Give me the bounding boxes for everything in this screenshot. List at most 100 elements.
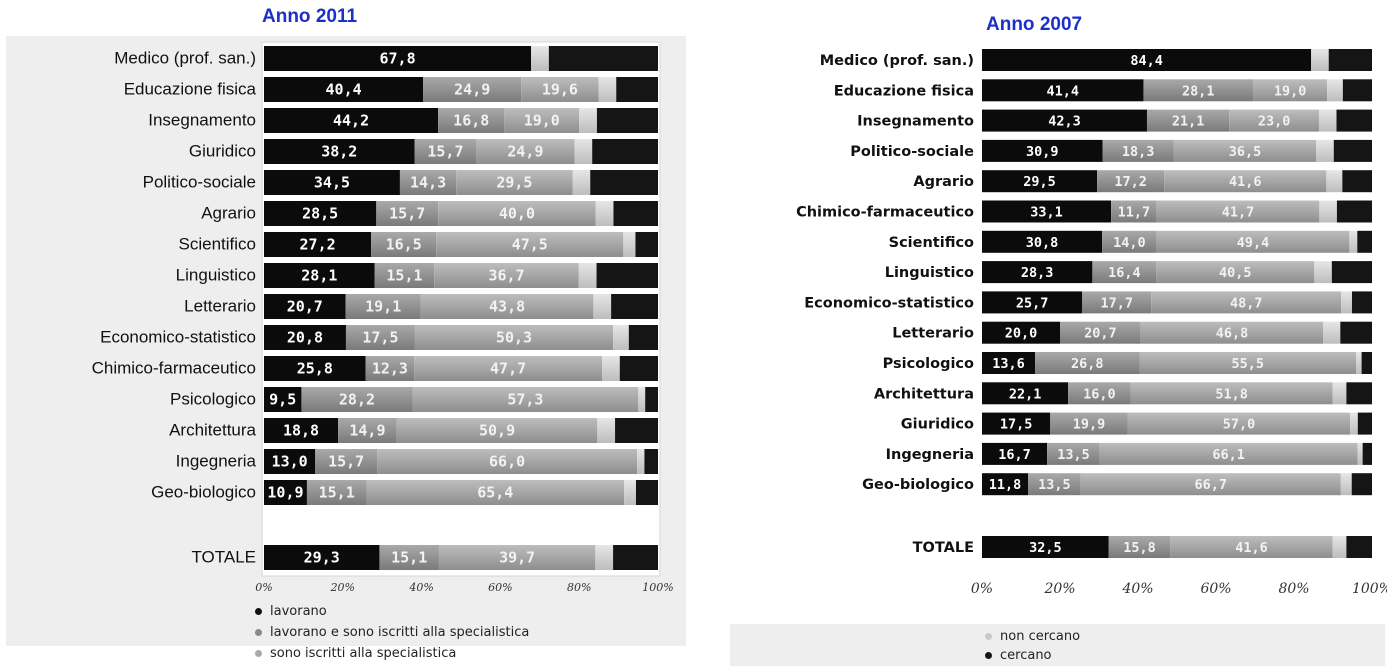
bar-segment-1 [399,170,457,195]
bar-segment-1 [1050,412,1128,435]
data-label: 16,4 [1108,265,1141,281]
bar-segment-cercano [592,139,658,164]
bar-segment-non-cercano [531,46,549,71]
bar-segment-non-cercano [1311,49,1329,71]
category-label: Chimico-farmaceutico [796,205,974,221]
data-label: 49,4 [1237,235,1270,251]
category-label: Ingegneria [176,452,257,471]
data-label: 29,3 [304,549,340,567]
bar-segment-cercano [1357,412,1372,435]
bar-segment-1 [365,356,415,381]
data-label: 19,1 [365,298,401,316]
x-tick-label: 60% [488,581,512,594]
bar-segment-1 [1082,291,1152,314]
category-label: Politico-sociale [850,144,974,160]
bar-segment-cercano [1346,382,1372,405]
bar-segment-2 [420,294,594,319]
bar-segment-1 [376,201,439,226]
category-label: Architettura [169,421,256,440]
bar-segment-1 [1047,442,1100,465]
bar-segment-cercano [619,356,658,381]
bar-segment-0 [982,382,1069,405]
bar-segment-cercano [1340,321,1372,344]
legend-item-lavorano-iscritti: lavorano e sono iscritti alla specialist… [255,625,529,640]
category-label: Giuridico [901,417,974,433]
data-label: 28,1 [1182,83,1215,99]
bar-segment-2 [1229,109,1319,132]
data-label: 50,3 [496,329,532,347]
data-label: 9,5 [269,391,296,409]
data-label: 28,2 [339,391,375,409]
data-label: 15,7 [328,453,364,471]
data-label: 10,9 [267,484,303,502]
bar-chart-2007: Medico (prof. san.) 84,4 Educazione fisica… [796,49,1387,597]
category-label: Medico (prof. san.) [820,53,974,69]
data-label: 17,5 [1000,417,1033,433]
data-label: 20,7 [287,298,323,316]
data-label: 13,5 [1038,477,1071,493]
bar-segment-non-cercano [595,201,614,226]
data-label: 20,8 [287,329,323,347]
bar-segment-1 [379,545,439,570]
data-label: 43,8 [489,298,525,316]
data-label: 15,7 [389,205,425,223]
data-label: 18,8 [283,422,319,440]
bar-segment-non-cercano [1316,139,1334,162]
bar-segment-2 [1139,352,1357,374]
category-label: Educazione fisica [124,80,257,99]
bar-segment-2 [1151,291,1342,314]
data-label: 51,8 [1215,386,1248,402]
data-label: 15,1 [319,484,355,502]
bar-segment-2 [438,201,596,226]
bar-segment-2 [366,480,625,505]
data-label: 25,7 [1016,295,1049,311]
bar-segment-0 [982,170,1098,193]
data-label: 24,9 [454,81,490,99]
data-label: 33,1 [1030,205,1063,221]
category-label: Linguistico [176,266,256,285]
data-label: 47,5 [512,236,548,254]
bar-segment-2 [1173,139,1317,162]
data-label: 11,8 [989,477,1022,493]
bar-segment-1 [1035,352,1140,374]
category-label: Scientifico [179,235,256,254]
legend-dot [255,629,262,636]
bar-segment-0 [264,294,346,319]
data-label: 19,6 [542,81,578,99]
bar-segment-non-cercano [598,77,617,102]
bar-segment-non-cercano [595,545,614,570]
bar-segment-1 [306,480,367,505]
data-label: 55,5 [1232,356,1265,372]
bar-segment-1 [1028,473,1081,496]
data-label: 24,9 [507,143,543,161]
x-tick-label: 100% [1352,581,1387,597]
legend-dot [985,633,992,640]
bar-segment-2 [412,387,639,412]
bar-segment-2 [1253,79,1328,102]
bar-segment-cercano [616,77,658,102]
bar-segment-cercano [615,418,658,443]
bar-segment-2 [1127,412,1351,435]
category-label: Scientifico [889,235,974,251]
category-label: Insegnamento [148,111,256,130]
bar-segment-0 [982,49,1312,71]
data-label: 67,8 [380,50,416,68]
data-label: 16,8 [453,112,489,130]
bar-segment-cercano [611,294,658,319]
data-label: 65,4 [477,484,513,502]
bar-segment-non-cercano [1341,291,1352,314]
data-label: 15,7 [427,143,463,161]
legend-dot [985,652,992,659]
bar-segment-2 [521,77,599,102]
x-tick-label: 60% [1200,581,1231,597]
bar-segment-non-cercano [593,294,612,319]
bar-segment-non-cercano [602,356,620,381]
bar-segment-2 [1156,230,1350,253]
data-label: 34,5 [314,174,350,192]
bar-segment-non-cercano [1350,412,1358,435]
data-label: 40,0 [499,205,535,223]
data-label: 57,3 [507,391,543,409]
data-label: 15,1 [391,549,427,567]
data-label: 30,9 [1026,144,1059,160]
bar-segment-0 [264,418,339,443]
